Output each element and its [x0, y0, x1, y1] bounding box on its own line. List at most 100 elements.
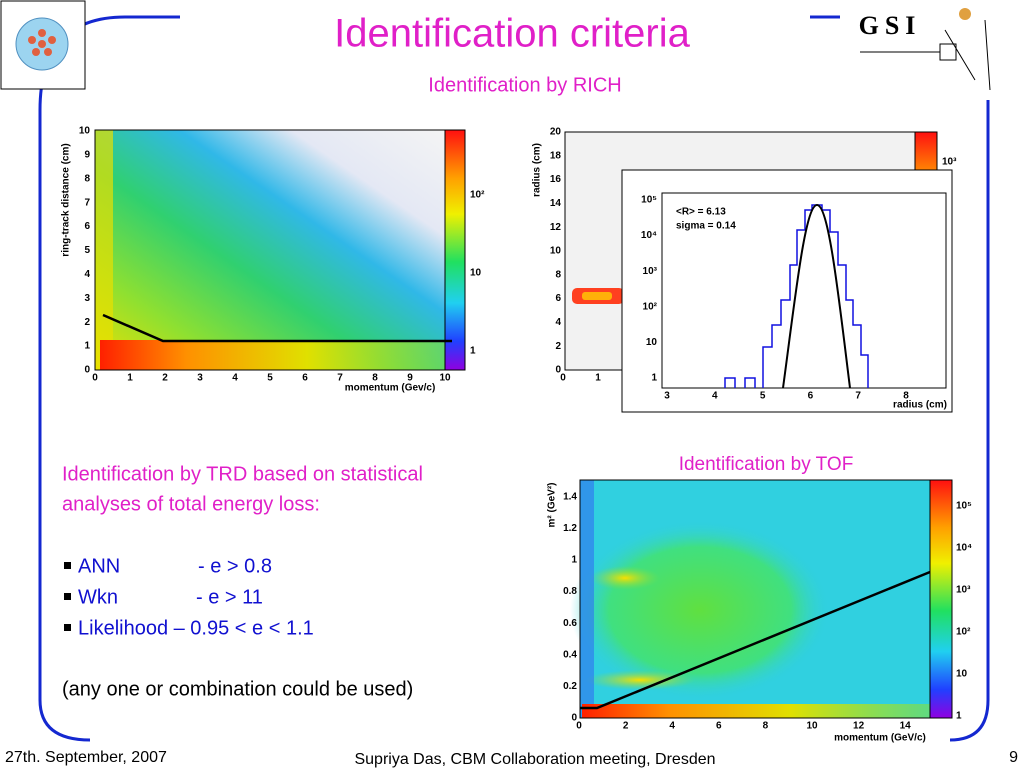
y-tick-label: 0 — [555, 365, 561, 376]
y-tick-label: 10 — [550, 246, 562, 257]
bullet-name: Wkn — [78, 586, 118, 608]
cut-line — [102, 313, 452, 343]
y-tick-label: 14 — [550, 198, 562, 209]
z-tick-label: 10³ — [942, 157, 957, 168]
y-tick-label: 2 — [555, 341, 561, 352]
y-tick-label: 1.4 — [563, 491, 577, 502]
y-tick-label: 10³ — [643, 266, 658, 277]
heatmap-band — [580, 480, 594, 718]
tof-title: Identification by TOF — [679, 454, 854, 475]
x-tick-label: 4 — [712, 391, 718, 402]
x-tick-label: 5 — [760, 391, 766, 402]
y-axis-label: radius (cm) — [532, 143, 543, 197]
heatmap-band — [582, 704, 930, 718]
inset-frame — [661, 192, 947, 389]
annotation: sigma = 0.14 — [676, 221, 736, 232]
y-tick-label: 0 — [571, 713, 577, 724]
z-tick-label: 10⁵ — [956, 501, 972, 512]
x-tick-label: 6 — [716, 721, 722, 732]
x-tick-label: 2 — [162, 373, 168, 384]
x-axis-label: momentum (GeV/c) — [834, 733, 926, 744]
y-tick-label: 10 — [79, 126, 91, 137]
x-tick-label: 6 — [302, 373, 308, 384]
y-tick-label: 1 — [571, 555, 577, 566]
bullet-cond: - e > 11 — [196, 586, 263, 608]
x-tick-label: 0 — [576, 721, 582, 732]
z-tick-label: 10 — [470, 268, 482, 279]
heatmap-blob — [590, 566, 660, 590]
heatmap-band — [100, 340, 445, 370]
y-tick-label: 1.2 — [563, 523, 577, 534]
z-tick-label: 10 — [956, 669, 968, 680]
bullet — [64, 562, 71, 569]
y-tick-label: 6 — [555, 293, 561, 304]
x-tick-label: 1 — [595, 373, 601, 384]
bullet — [64, 624, 71, 631]
y-tick-label: 7 — [84, 197, 90, 208]
footer-author: Supriya Das, CBM Collaboration meeting, … — [354, 751, 715, 768]
gsi-logo: GSI — [859, 8, 991, 91]
heatmap-blob — [570, 520, 830, 700]
y-tick-label: 9 — [84, 150, 90, 161]
x-tick-label: 14 — [900, 721, 912, 732]
bullet-name: ANN — [78, 555, 120, 577]
y-tick-label: 10⁴ — [641, 230, 657, 241]
y-tick-label: 4 — [555, 317, 561, 328]
annotation: <R> = 6.13 — [676, 207, 726, 218]
z-tick-label: 1 — [470, 346, 476, 357]
y-tick-label: 18 — [550, 150, 562, 161]
x-tick-label: 8 — [903, 391, 909, 402]
x-tick-label: 3 — [197, 373, 203, 384]
bullet-name: Likelihood – 0.95 < e < 1.1 — [78, 617, 314, 639]
x-tick-label: 8 — [372, 373, 378, 384]
y-tick-label: 0 — [84, 365, 90, 376]
logo-dots — [28, 29, 56, 56]
y-tick-label: 0.8 — [563, 586, 577, 597]
note: (any one or combination could be used) — [62, 678, 413, 700]
x-tick-label: 12 — [853, 721, 865, 732]
colorbar — [444, 129, 466, 371]
text-line: analyses of total energy loss: — [62, 493, 320, 515]
footer-page: 9 — [1009, 749, 1018, 766]
y-tick-label: 3 — [84, 293, 90, 304]
gauss-fit — [782, 203, 851, 389]
footer-date: 27th. September, 2007 — [5, 749, 167, 766]
trd-text: Identification by TRD based on statistic… — [62, 463, 423, 700]
x-tick-label: 9 — [407, 373, 413, 384]
x-tick-label: 8 — [763, 721, 769, 732]
x-tick-label: 5 — [267, 373, 273, 384]
x-tick-label: 6 — [808, 391, 814, 402]
y-tick-label: 1 — [651, 373, 657, 384]
x-tick-label: 10 — [806, 721, 818, 732]
y-tick-label: 5 — [84, 245, 90, 256]
x-axis-label: momentum (Gev/c) — [345, 383, 436, 394]
colorbar — [929, 479, 953, 719]
logo-text: GSI — [859, 11, 922, 40]
x-tick-label: 1 — [127, 373, 133, 384]
heatmap-distance — [95, 130, 445, 370]
z-tick-label: 10³ — [956, 585, 971, 596]
y-tick-label: 10² — [643, 301, 658, 312]
x-tick-label: 4 — [669, 721, 675, 732]
title: Identification criteria — [334, 12, 690, 56]
y-tick-label: 10 — [646, 337, 658, 348]
y-tick-label: 0.2 — [563, 681, 577, 692]
y-tick-label: 20 — [550, 127, 562, 138]
z-tick-label: 10² — [956, 627, 971, 638]
x-tick-label: 7 — [855, 391, 861, 402]
y-tick-label: 4 — [84, 269, 90, 280]
y-tick-label: 0.4 — [563, 649, 577, 660]
x-tick-label: 2 — [623, 721, 629, 732]
y-tick-label: 8 — [555, 269, 561, 280]
z-tick-label: 10⁴ — [956, 543, 972, 554]
y-tick-label: 0.6 — [563, 618, 577, 629]
x-tick-label: 10 — [439, 373, 451, 384]
x-tick-label: 3 — [664, 391, 670, 402]
inset — [621, 169, 953, 413]
y-tick-label: 16 — [550, 174, 562, 185]
y-axis-label: ring-track distance (cm) — [61, 143, 72, 256]
z-tick-label: 1 — [956, 711, 962, 722]
y-tick-label: 1 — [84, 341, 90, 352]
frame-right — [949, 100, 990, 742]
